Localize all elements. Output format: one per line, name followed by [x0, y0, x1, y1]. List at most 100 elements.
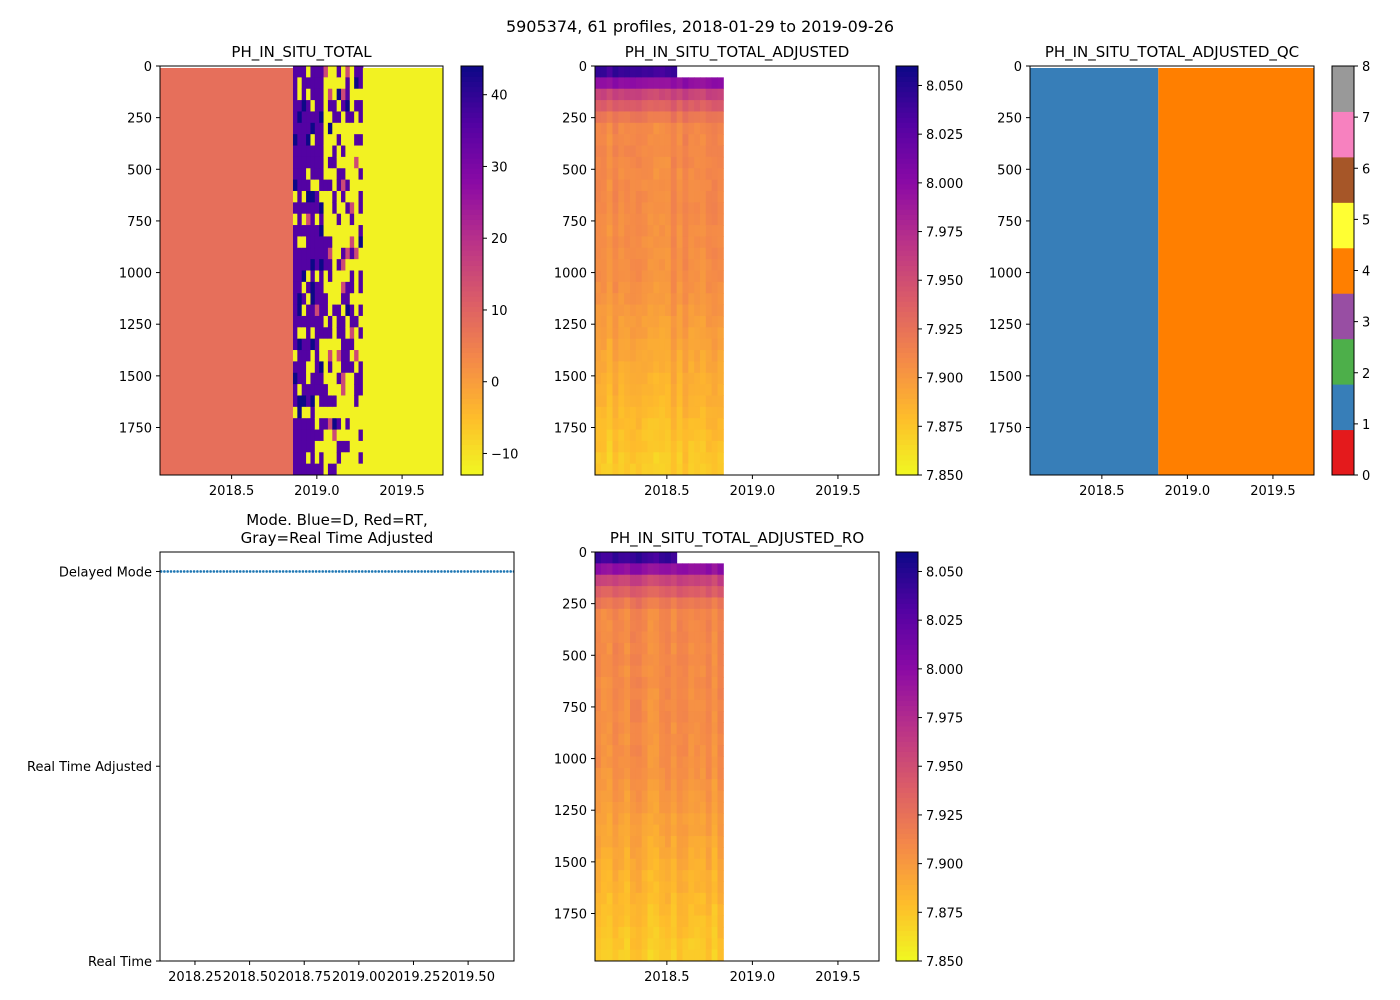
ph-raw-cell — [297, 429, 303, 442]
ph-adjusted-cell — [600, 88, 608, 101]
ph-adjusted-cell — [641, 145, 648, 158]
ph-raw-cbar-tick-label: −10 — [491, 447, 518, 462]
mode-point — [235, 570, 239, 573]
ph-adjusted-ro-cell — [699, 870, 707, 882]
ph-adjusted-cell — [618, 225, 625, 237]
ph-raw-cell — [297, 259, 303, 271]
ph-adjusted-cell — [676, 384, 683, 396]
ph-adjusted-cell — [694, 304, 701, 317]
ph-adjusted-ro-cell — [676, 756, 683, 769]
ph-adjusted-ro-cell — [618, 938, 625, 951]
ph-adjusted-ro-cbar-band — [896, 848, 918, 855]
ph-adjusted-cell — [699, 281, 707, 294]
ph-adjusted-cell — [717, 384, 724, 396]
ph-raw-cell — [332, 452, 338, 465]
ph-adjusted-cell — [670, 372, 678, 385]
ph-raw-cell — [341, 350, 346, 362]
mode-point — [166, 570, 170, 573]
ph-raw-cell — [292, 259, 298, 271]
ph-adjusted-ro-cell — [618, 665, 625, 678]
ph-adjusted-cell — [653, 259, 660, 271]
ph-adjusted-cell — [653, 372, 660, 385]
ph-adjusted-ro-cell — [711, 631, 718, 644]
ph-adjusted-ro-cell — [629, 654, 637, 667]
ph-adjusted-ro-cbar-band — [896, 771, 918, 778]
ph-adjusted-cbar-band — [896, 132, 918, 139]
ph-adjusted-ro-cell — [699, 586, 707, 598]
ph-raw-cbar-band — [461, 316, 483, 323]
ph-adjusted-qc-ytick-label: 250 — [997, 112, 1022, 127]
mode-point — [238, 570, 242, 573]
ph-raw-cell — [349, 100, 355, 112]
ph-raw-cell — [292, 190, 298, 203]
ph-adjusted-cell — [682, 304, 689, 317]
ph-raw-cell — [332, 202, 338, 215]
ph-adjusted-ro-cell — [629, 767, 637, 780]
ph-raw-cell — [292, 429, 298, 442]
ph-raw-block — [362, 68, 443, 475]
mode-point — [186, 570, 189, 573]
ph-adjusted-ro-cbar-band — [896, 618, 918, 625]
ph-raw-cbar-band — [461, 357, 483, 364]
ph-adjusted-ro-cell — [682, 654, 689, 667]
ph-adjusted-cell — [670, 236, 678, 249]
ph-adjusted-ro-cell — [612, 745, 619, 757]
ph-adjusted-ro-cell — [595, 688, 602, 701]
ph-raw-cell — [327, 179, 333, 192]
ph-adjusted-cell — [664, 168, 672, 181]
ph-raw-cbar-band — [461, 270, 483, 277]
ph-adjusted-cell — [699, 247, 707, 260]
ph-adjusted-ro-cell — [682, 574, 689, 587]
ph-adjusted-cell — [717, 350, 724, 362]
ph-adjusted-cell — [595, 259, 602, 271]
ph-adjusted-ro-cell — [647, 813, 654, 826]
ph-adjusted-cell — [606, 463, 613, 475]
ph-raw-cbar-band — [461, 117, 483, 123]
ph-raw-cell — [314, 327, 320, 340]
ph-raw-title: PH_IN_SITU_TOTAL — [231, 43, 372, 62]
ph-raw-cell — [314, 236, 320, 249]
ph-adjusted-ro-cell — [699, 711, 707, 723]
ph-adjusted-cell — [618, 350, 625, 362]
ph-raw-cell — [314, 122, 320, 135]
mode-point — [182, 570, 186, 573]
ph-raw-cell — [341, 372, 346, 385]
ph-raw-cell — [332, 406, 338, 419]
ph-adjusted-ro-cell — [595, 756, 602, 769]
ph-adjusted-ro-cell — [641, 949, 648, 961]
ph-adjusted-cell — [676, 259, 683, 271]
ph-adjusted-ro-cbar-band — [896, 817, 918, 824]
ph-adjusted-cell — [717, 259, 724, 271]
ph-adjusted-ro-cell — [612, 676, 619, 689]
ph-raw-cell — [310, 202, 316, 215]
ph-raw-cell — [336, 145, 342, 158]
ph-adjusted-ro-cell — [676, 711, 683, 723]
ph-adjusted-ro-cell — [694, 904, 701, 917]
ph-adjusted-cell — [670, 361, 678, 374]
ph-adjusted-ro-cell — [641, 631, 648, 644]
ph-adjusted-cell — [629, 361, 637, 374]
ph-adjusted-cell — [717, 145, 724, 158]
ph-raw-cbar-band — [461, 408, 483, 415]
ph-adjusted-ro-cell — [682, 665, 689, 678]
ph-adjusted-cell — [653, 270, 660, 283]
ph-adjusted-ro-cell — [618, 779, 625, 792]
ph-adjusted-cell — [676, 338, 683, 351]
ph-adjusted-cell — [641, 270, 648, 283]
ph-adjusted-ro-cell — [694, 620, 701, 633]
ph-adjusted-cell — [705, 429, 713, 442]
ph-raw-cell — [301, 134, 307, 147]
ph-raw-cbar-band — [461, 244, 483, 251]
ph-adjusted-cell — [653, 111, 660, 124]
ph-adjusted-ro-cbar-band — [896, 557, 918, 563]
ph-adjusted-cell — [600, 100, 608, 112]
ph-adjusted-ro-cell — [659, 904, 666, 917]
ph-adjusted-ro-cell — [618, 915, 625, 928]
ph-adjusted-ro-cell — [600, 881, 608, 894]
ph-adjusted-ro-cell — [641, 756, 648, 769]
ph-adjusted-ro-cell — [659, 756, 666, 769]
ph-adjusted-cbar-tick-label: 7.875 — [926, 420, 963, 435]
ph-adjusted-cell — [682, 281, 689, 294]
ph-adjusted-ro-cell — [641, 620, 648, 633]
ph-raw-cell — [323, 134, 329, 147]
